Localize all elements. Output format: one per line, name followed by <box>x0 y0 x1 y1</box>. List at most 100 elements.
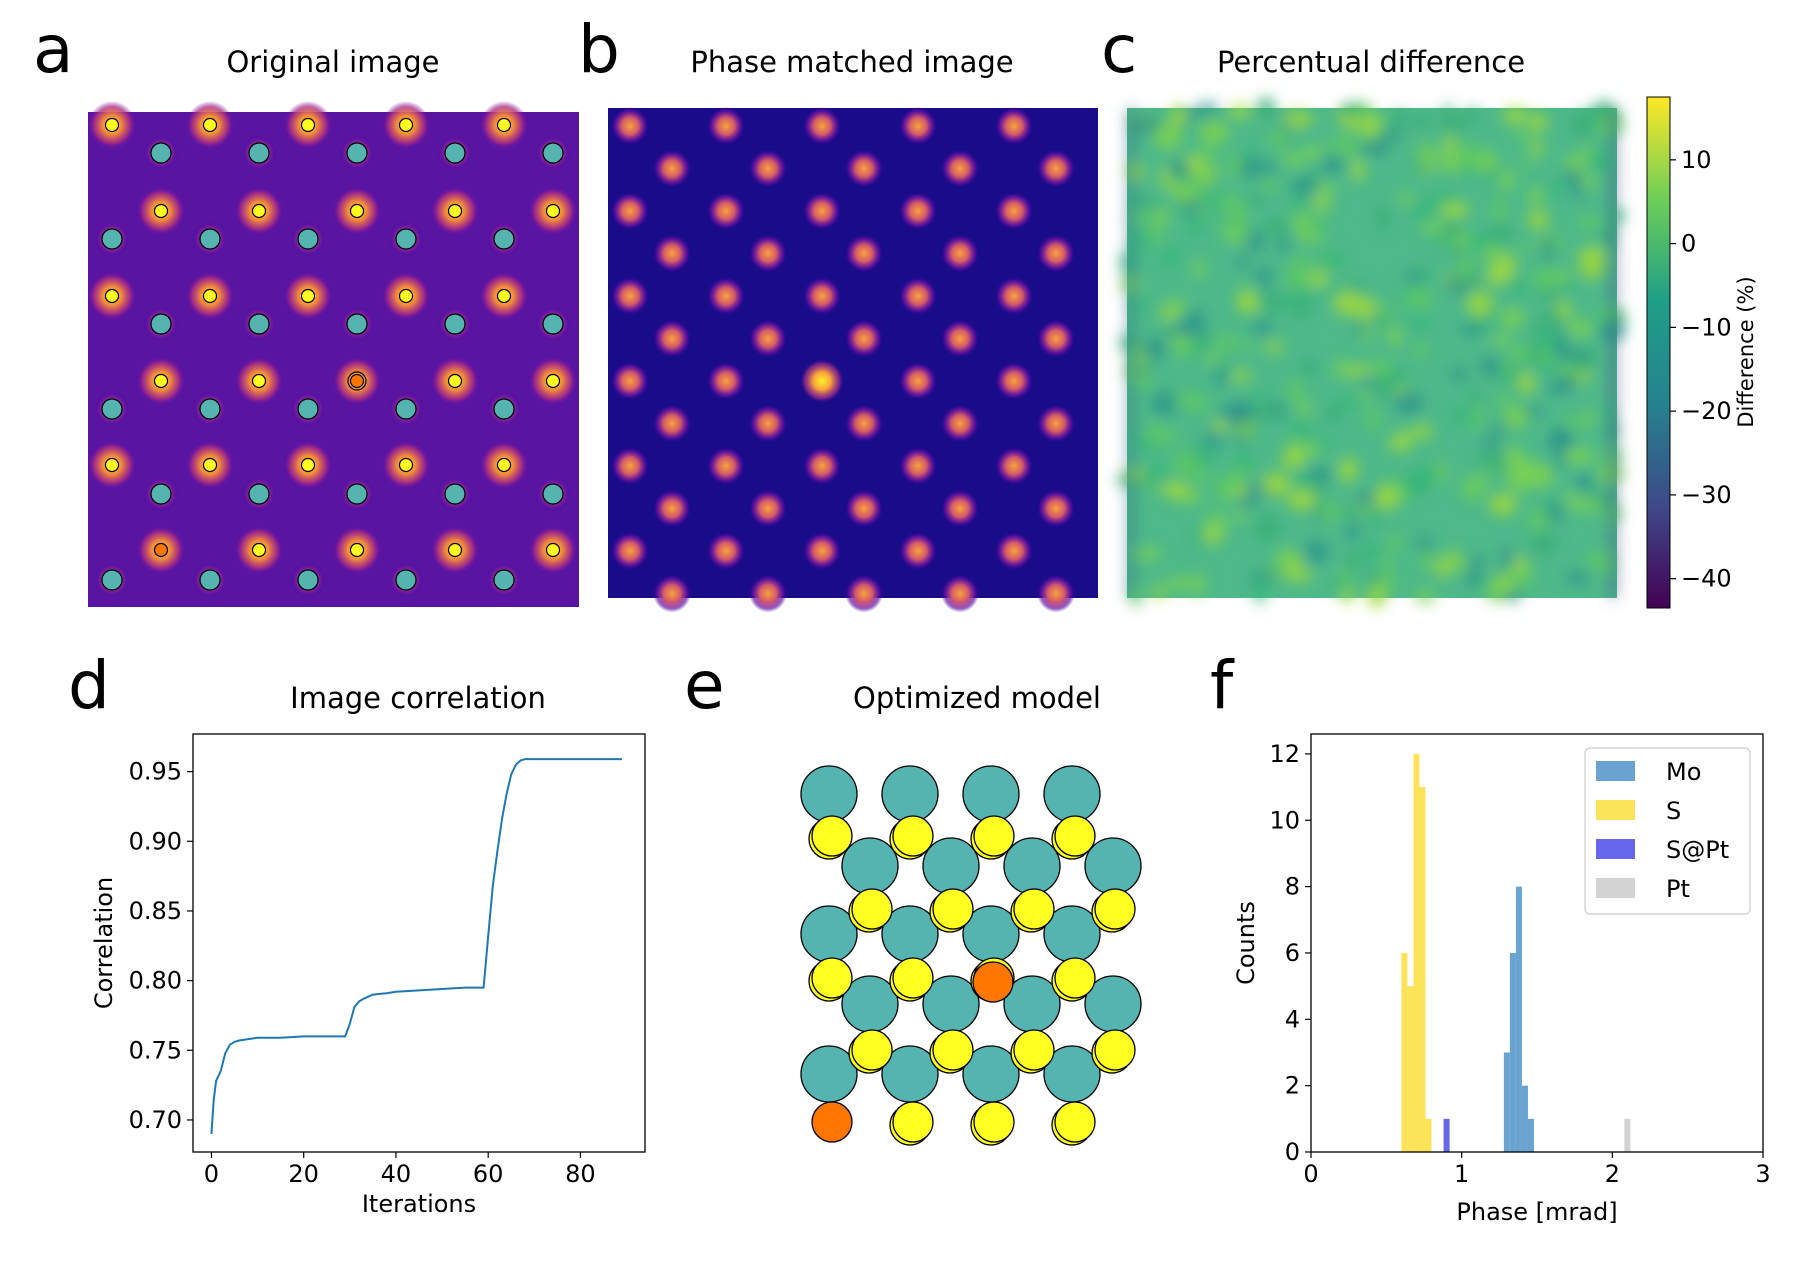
s-atom-upper <box>973 1101 1015 1143</box>
noise-blob <box>1333 290 1361 317</box>
noise-blob <box>1212 335 1239 351</box>
hist-bar-s <box>1407 986 1414 1152</box>
s-atom-upper <box>1054 1101 1096 1143</box>
s-atom-upper <box>892 815 934 857</box>
legend-swatch <box>1596 800 1635 820</box>
mo-atom-marker <box>346 483 368 505</box>
image-spot <box>749 149 787 188</box>
noise-blob <box>1579 175 1597 189</box>
noise-blob <box>1376 384 1391 401</box>
x-tick-label: 40 <box>381 1160 412 1188</box>
noise-blob <box>1191 572 1206 597</box>
noise-blob <box>1482 243 1501 262</box>
noise-blob <box>1491 335 1513 347</box>
image-spot <box>995 362 1033 400</box>
noise-blob <box>1383 577 1397 593</box>
mo-atom <box>962 765 1020 823</box>
s-atom-marker <box>545 542 561 558</box>
noise-blob <box>1186 219 1208 235</box>
image-spot <box>749 404 787 443</box>
mo-atom-marker <box>297 569 319 591</box>
noise-blob <box>1263 162 1278 176</box>
noise-blob <box>1345 364 1371 377</box>
noise-blob <box>1262 472 1291 497</box>
mo-atom-marker <box>542 483 564 505</box>
noise-blob <box>1160 247 1181 268</box>
panel-e-title: Optimized model <box>853 681 1101 715</box>
s-atom-marker <box>300 117 316 133</box>
noise-blob <box>1304 539 1329 564</box>
noise-blob <box>1232 453 1257 471</box>
s-atom-marker <box>349 542 365 558</box>
mo-atom-marker <box>346 142 368 164</box>
noise-blob <box>1238 158 1265 178</box>
panel-b-title: Phase matched image <box>690 45 1013 79</box>
noise-blob <box>1286 380 1305 405</box>
image-spot <box>707 277 745 315</box>
x-tick-label: 0 <box>1303 1160 1318 1188</box>
mo-atom-marker <box>150 313 172 335</box>
s-atom-upper <box>1054 815 1096 857</box>
noise-blob <box>1420 222 1448 234</box>
noise-blob <box>1128 212 1157 223</box>
noise-blob <box>1232 509 1248 521</box>
noise-blob <box>1262 177 1278 192</box>
panel-b-letter: b <box>578 11 620 88</box>
mo-atom-marker <box>248 483 270 505</box>
noise-blob <box>1279 549 1295 567</box>
d-x-axis-label: Iterations <box>362 1190 476 1218</box>
hist-bar-s <box>1425 1118 1432 1152</box>
s-atom-marker <box>300 288 316 304</box>
noise-blob <box>1464 555 1486 568</box>
mo-atom <box>881 765 939 823</box>
s-atom-marker <box>496 288 512 304</box>
noise-blob <box>1489 225 1515 242</box>
mo-atom-marker <box>444 313 466 335</box>
hist-bar-s-pt <box>1443 1118 1450 1152</box>
noise-blob <box>1531 266 1561 291</box>
noise-blob <box>1530 532 1557 555</box>
noise-blob <box>1528 185 1544 209</box>
hist-bar-mo <box>1521 1085 1528 1152</box>
noise-blob <box>1527 321 1548 336</box>
mo-atom-marker <box>101 398 123 420</box>
noise-blob <box>1445 218 1462 240</box>
image-spot <box>1037 404 1075 443</box>
mo-atom-marker <box>493 228 515 250</box>
s-atom-marker <box>447 203 463 219</box>
noise-blob <box>1399 192 1413 206</box>
noise-blob <box>1412 202 1432 224</box>
s-atom-upper <box>851 888 893 930</box>
noise-blob <box>1470 302 1490 318</box>
noise-blob <box>1404 288 1433 310</box>
noise-blob <box>1153 123 1182 150</box>
panel-a-title: Original image <box>226 45 439 79</box>
image-spot <box>707 447 745 485</box>
image-spot <box>653 149 691 188</box>
image-spot <box>845 149 883 188</box>
image-spot <box>611 532 649 570</box>
noise-blob <box>1535 288 1563 300</box>
noise-blob <box>1219 404 1234 420</box>
noise-blob <box>1579 259 1605 279</box>
s-atom-marker <box>349 203 365 219</box>
legend-box <box>1584 747 1751 915</box>
noise-blob <box>1318 503 1343 522</box>
noise-blob <box>1389 111 1408 128</box>
y-tick-label: 8 <box>1285 873 1300 901</box>
image-spot <box>941 404 979 443</box>
image-spot <box>803 107 841 145</box>
noise-blob <box>1285 570 1313 582</box>
noise-blob <box>1439 201 1469 218</box>
noise-blob <box>1132 197 1160 208</box>
noise-blob <box>1147 422 1163 446</box>
noise-blob <box>1553 342 1567 361</box>
noise-blob <box>1192 261 1207 277</box>
noise-blob <box>1300 441 1320 457</box>
noise-blob <box>1283 110 1313 128</box>
colorbar-tick-label: 10 <box>1681 146 1712 174</box>
noise-blob <box>1232 400 1254 424</box>
noise-blob <box>1274 239 1295 250</box>
noise-blob <box>1325 404 1343 422</box>
noise-blob <box>1517 371 1535 395</box>
